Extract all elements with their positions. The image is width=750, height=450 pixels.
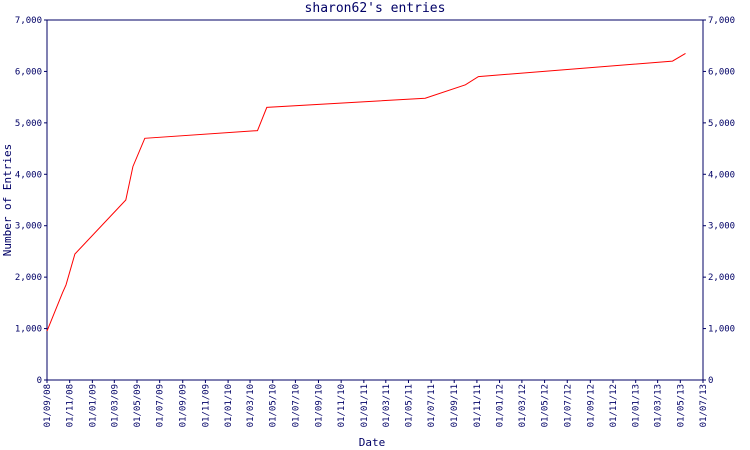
x-tick-label: 01/03/10 xyxy=(246,384,256,427)
y-tick-label: 4,000 xyxy=(15,170,42,180)
y-tick-label-right: 3,000 xyxy=(708,222,735,232)
x-tick-label: 01/01/11 xyxy=(360,384,370,427)
x-tick-label: 01/11/08 xyxy=(66,384,76,427)
x-tick-label: 01/03/11 xyxy=(382,384,392,427)
x-tick-label: 01/05/09 xyxy=(133,384,143,427)
y-tick-label: 0 xyxy=(37,376,42,386)
x-tick-label: 01/07/09 xyxy=(156,384,166,427)
x-tick-label: 01/07/12 xyxy=(563,384,573,427)
y-tick-label: 5,000 xyxy=(15,119,42,129)
x-tick-label: 01/09/10 xyxy=(314,384,324,427)
x-axis-label: Date xyxy=(359,436,386,449)
x-tick-label: 01/09/11 xyxy=(450,384,460,427)
x-tick-label: 01/09/08 xyxy=(43,384,53,427)
y-tick-label: 2,000 xyxy=(15,273,42,283)
y-tick-label: 7,000 xyxy=(15,16,42,26)
x-tick-label: 01/05/12 xyxy=(541,384,551,427)
x-tick-label: 01/01/10 xyxy=(224,384,234,427)
plot-frame xyxy=(46,19,704,381)
x-tick-label: 01/05/10 xyxy=(269,384,279,427)
x-tick-label: 01/01/12 xyxy=(496,384,506,427)
x-tick-label: 01/07/10 xyxy=(291,384,301,427)
y-tick-label-right: 1,000 xyxy=(708,325,735,335)
y-tick-label: 3,000 xyxy=(15,222,42,232)
y-tick-label-right: 6,000 xyxy=(708,67,735,77)
x-tick-label: 01/11/11 xyxy=(473,384,483,427)
x-tick-label: 01/01/09 xyxy=(88,384,98,427)
x-tick-label: 01/03/12 xyxy=(518,384,528,427)
data-line xyxy=(46,52,686,332)
x-tick-label: 01/01/13 xyxy=(632,384,642,427)
y-tick-label-right: 7,000 xyxy=(708,16,735,26)
x-tick-label: 01/11/12 xyxy=(609,384,619,427)
y-tick-label-right: 2,000 xyxy=(708,273,735,283)
y-tick-label-right: 0 xyxy=(708,376,713,386)
chart-title: sharon62's entries xyxy=(305,1,446,16)
x-tick-label: 01/11/10 xyxy=(337,384,347,427)
x-tick-label: 01/03/09 xyxy=(110,384,120,427)
x-tick-label: 01/11/09 xyxy=(201,384,211,427)
y-tick-label-right: 4,000 xyxy=(708,170,735,180)
y-tick-label: 1,000 xyxy=(15,325,42,335)
y-axis-label: Number of Entries xyxy=(1,144,14,257)
x-tick-label: 01/07/13 xyxy=(699,384,709,427)
x-tick-label: 01/03/13 xyxy=(654,384,664,427)
x-tick-label: 01/09/12 xyxy=(586,384,596,427)
x-tick-label: 01/09/09 xyxy=(179,384,189,427)
y-tick-label: 6,000 xyxy=(15,67,42,77)
x-tick-label: 01/05/11 xyxy=(404,384,414,427)
x-tick-label: 01/07/11 xyxy=(427,384,437,427)
y-tick-label-right: 5,000 xyxy=(708,119,735,129)
x-tick-label: 01/05/13 xyxy=(676,384,686,427)
